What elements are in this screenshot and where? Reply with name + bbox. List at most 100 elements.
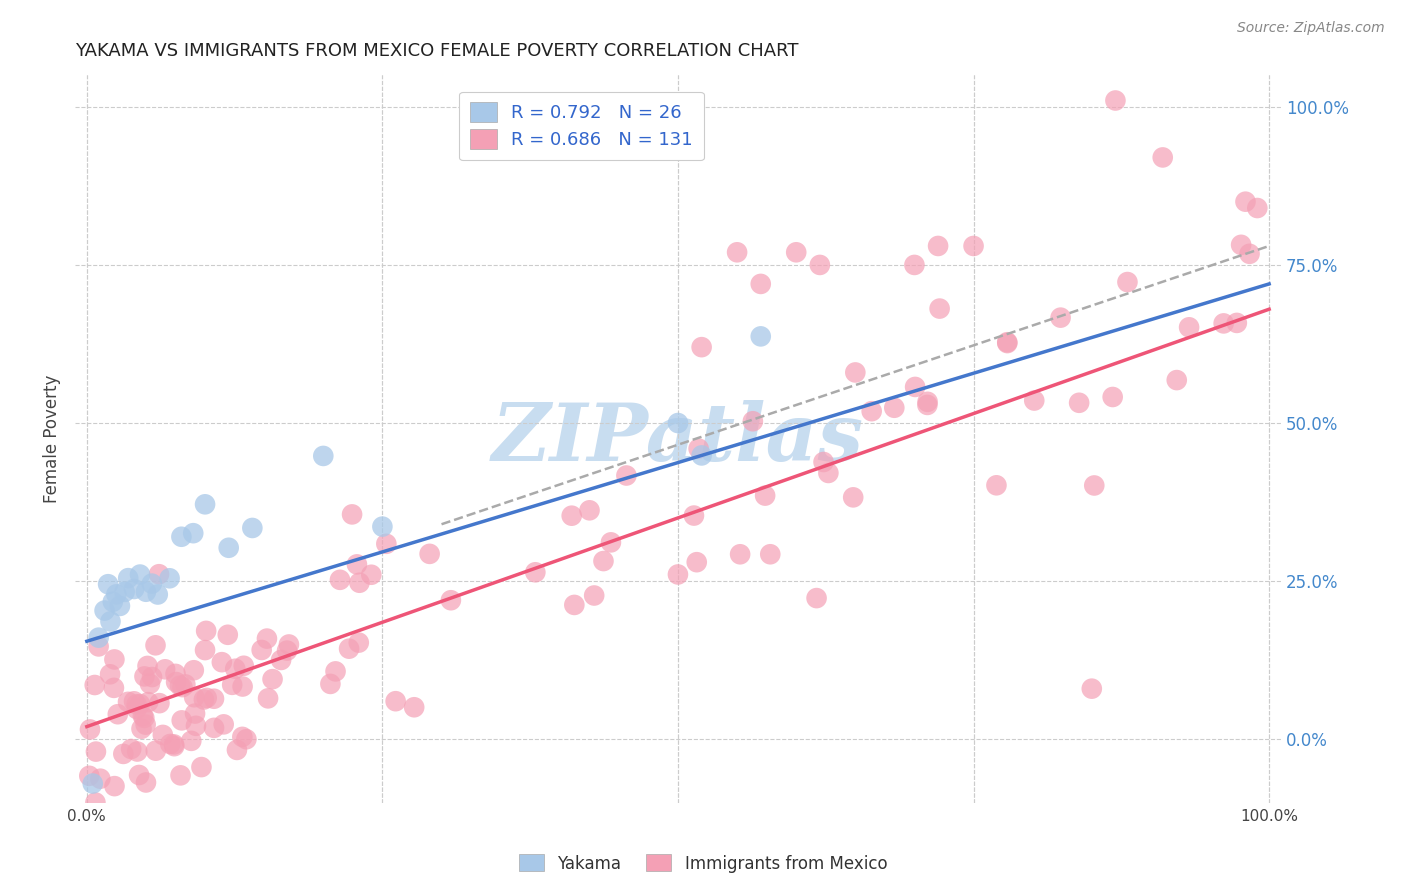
Point [84, 796, 107, 810]
Point [98, 667, 121, 681]
Point [592, 554, 614, 568]
Point [135, 717, 157, 731]
Point [1230, 237, 1253, 252]
Y-axis label: Female Poverty: Female Poverty [44, 375, 60, 503]
Point [986, 478, 1008, 492]
Point [153, 662, 176, 676]
Point [139, 677, 162, 691]
Point [808, 258, 831, 272]
Point [84, 745, 107, 759]
Point [132, 709, 155, 723]
Point [270, 653, 292, 667]
Point [240, 521, 263, 535]
Point [145, 638, 167, 652]
Point [128, 768, 150, 782]
Point [917, 398, 939, 412]
Point [217, 628, 239, 642]
Point [371, 519, 394, 533]
Point [112, 747, 135, 761]
Point [1081, 681, 1104, 696]
Point [690, 340, 713, 354]
Point [690, 449, 713, 463]
Point [250, 643, 273, 657]
Point [169, 768, 191, 782]
Point [122, 694, 145, 708]
Point [103, 652, 125, 666]
Point [202, 691, 225, 706]
Point [93, 604, 115, 618]
Point [135, 584, 157, 599]
Point [163, 738, 186, 752]
Point [195, 690, 218, 705]
Point [683, 508, 706, 523]
Point [184, 706, 207, 721]
Point [169, 679, 191, 693]
Point [224, 662, 246, 676]
Point [817, 466, 839, 480]
Point [1024, 393, 1046, 408]
Point [172, 680, 194, 694]
Point [181, 526, 204, 541]
Point [375, 537, 398, 551]
Point [276, 643, 298, 657]
Point [257, 691, 280, 706]
Point [87, 640, 110, 654]
Point [117, 695, 139, 709]
Point [195, 624, 218, 638]
Point [221, 678, 243, 692]
Point [1101, 390, 1123, 404]
Point [686, 555, 709, 569]
Point [79, 769, 101, 783]
Point [141, 576, 163, 591]
Point [117, 571, 139, 585]
Point [384, 694, 406, 708]
Point [194, 643, 217, 657]
Point [122, 582, 145, 596]
Point [962, 239, 984, 253]
Point [349, 575, 371, 590]
Point [136, 659, 159, 673]
Point [165, 675, 187, 690]
Point [193, 692, 215, 706]
Point [105, 587, 128, 601]
Point [688, 442, 710, 456]
Point [159, 737, 181, 751]
Point [103, 681, 125, 695]
Point [152, 728, 174, 742]
Point [148, 696, 170, 710]
Point [995, 336, 1018, 351]
Point [1239, 247, 1261, 261]
Point [194, 497, 217, 511]
Point [82, 776, 104, 790]
Point [741, 414, 763, 428]
Point [578, 503, 600, 517]
Point [226, 743, 249, 757]
Point [360, 567, 382, 582]
Point [562, 598, 585, 612]
Text: YAKAMA VS IMMIGRANTS FROM MEXICO FEMALE POVERTY CORRELATION CHART: YAKAMA VS IMMIGRANTS FROM MEXICO FEMALE … [75, 42, 799, 60]
Point [1212, 317, 1234, 331]
Point [1166, 373, 1188, 387]
Point [97, 577, 120, 591]
Point [325, 665, 347, 679]
Point [883, 401, 905, 415]
Point [108, 599, 131, 613]
Point [524, 566, 547, 580]
Legend: Yakama, Immigrants from Mexico: Yakama, Immigrants from Mexico [512, 847, 894, 880]
Point [202, 721, 225, 735]
Point [163, 739, 186, 754]
Point [170, 714, 193, 728]
Point [337, 641, 360, 656]
Point [440, 593, 463, 607]
Point [232, 658, 254, 673]
Point [180, 734, 202, 748]
Point [583, 589, 606, 603]
Point [131, 722, 153, 736]
Point [1178, 320, 1201, 334]
Point [1246, 201, 1268, 215]
Point [89, 772, 111, 786]
Point [312, 449, 335, 463]
Point [806, 591, 828, 606]
Point [129, 567, 152, 582]
Point [995, 335, 1018, 350]
